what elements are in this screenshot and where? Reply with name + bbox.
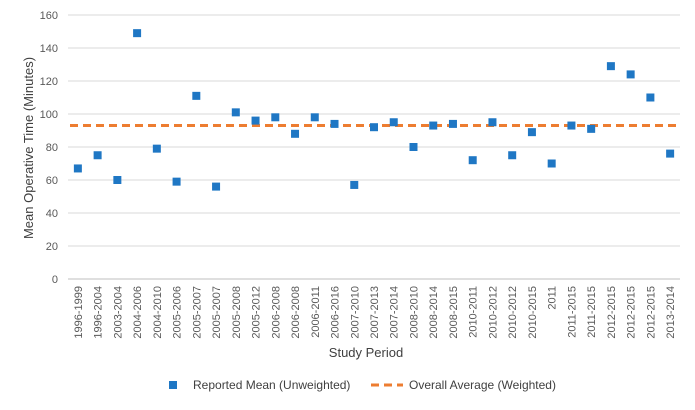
data-point	[192, 91, 201, 100]
x-tick-label: 2006-2016	[330, 286, 342, 339]
x-tick-label: 2008-2010	[408, 286, 420, 339]
data-point	[606, 62, 615, 71]
gridlines	[68, 14, 680, 280]
data-point	[626, 70, 635, 79]
data-point	[508, 151, 517, 160]
x-tick-label: 2010-2012	[487, 286, 499, 339]
x-tick-label: 2007-2014	[389, 286, 401, 339]
x-tick-label: 2011-2015	[566, 286, 578, 338]
data-point	[291, 129, 300, 138]
y-tick-label: 60	[46, 175, 58, 187]
data-point	[330, 119, 339, 128]
y-axis-ticks: 0 20 40 60 80 100 120 140 160	[40, 10, 58, 286]
data-point	[93, 151, 102, 160]
legend: Reported Mean (Unweighted) Overall Avera…	[169, 378, 556, 392]
x-tick-label: 2006-2008	[270, 286, 282, 339]
data-point	[113, 176, 122, 184]
x-tick-label: 2012-2015	[606, 286, 618, 339]
x-tick-label: 2003-2004	[112, 286, 124, 339]
x-tick-label: 2005-2012	[251, 286, 263, 339]
data-point	[133, 29, 142, 38]
data-point	[429, 121, 438, 130]
data-point	[172, 177, 181, 186]
x-axis-ticks: 1996-1999 1996-2004 2003-2004 2004-2006 2004…	[73, 286, 677, 339]
data-points	[73, 29, 675, 191]
x-tick-label: 2006-2008	[290, 286, 302, 339]
data-point	[448, 119, 457, 128]
x-tick-label: 1996-1999	[73, 286, 85, 339]
data-point	[73, 164, 82, 173]
x-tick-label: 2007-2013	[369, 286, 381, 339]
data-point	[350, 180, 359, 189]
x-tick-label: 2005-2007	[191, 286, 203, 339]
data-point	[271, 113, 280, 122]
y-tick-label: 140	[40, 43, 58, 55]
x-tick-label: 2011-2015	[586, 286, 598, 338]
data-point	[587, 124, 596, 133]
data-point	[251, 116, 260, 125]
data-point	[409, 143, 418, 151]
data-point	[370, 123, 378, 132]
data-point	[212, 182, 221, 191]
data-point	[646, 93, 655, 102]
x-tick-label: 2010-2012	[507, 286, 519, 339]
x-tick-label: 2008-2015	[448, 286, 460, 339]
legend-label-overall-average: Overall Average (Weighted)	[409, 378, 556, 392]
data-point	[152, 144, 161, 153]
x-tick-label: 2013-2014	[665, 286, 677, 339]
legend-marker-reported-mean	[169, 381, 177, 389]
data-point	[389, 118, 398, 127]
legend-label-reported-mean: Reported Mean (Unweighted)	[193, 378, 350, 392]
x-tick-label: 2010-2015	[527, 286, 539, 339]
data-point	[567, 121, 576, 130]
y-tick-label: 0	[52, 274, 58, 286]
x-tick-label: 2010-2011	[468, 286, 480, 338]
data-point	[231, 108, 240, 117]
y-tick-label: 20	[46, 241, 58, 253]
x-axis-title: Study Period	[329, 345, 403, 360]
x-tick-label: 2005-2007	[211, 286, 223, 339]
data-point	[310, 113, 319, 122]
y-tick-label: 100	[40, 109, 58, 121]
data-point	[527, 128, 536, 137]
x-tick-label: 2004-2006	[132, 286, 144, 339]
x-tick-label: 2008-2014	[428, 286, 440, 339]
x-tick-label: 2012-2015	[626, 286, 638, 339]
y-axis-title: Mean Operative Time (Minutes)	[21, 57, 36, 239]
y-tick-label: 160	[40, 10, 58, 22]
x-tick-label: 1996-2004	[93, 286, 105, 339]
x-tick-label: 2005-2008	[231, 286, 243, 339]
x-tick-label: 2004-2010	[152, 286, 164, 339]
x-tick-label: 2007-2010	[349, 286, 361, 339]
x-tick-label: 2012-2015	[645, 286, 657, 339]
data-point	[666, 149, 675, 158]
y-tick-label: 120	[40, 76, 58, 88]
y-tick-label: 80	[46, 142, 58, 154]
data-point	[488, 118, 497, 127]
y-tick-label: 40	[46, 208, 58, 220]
x-tick-label: 2006-2011	[310, 286, 322, 338]
data-point	[468, 156, 477, 165]
x-tick-label: 2005-2006	[172, 286, 184, 339]
x-tick-label: 2011	[547, 286, 559, 310]
data-point	[547, 159, 556, 168]
